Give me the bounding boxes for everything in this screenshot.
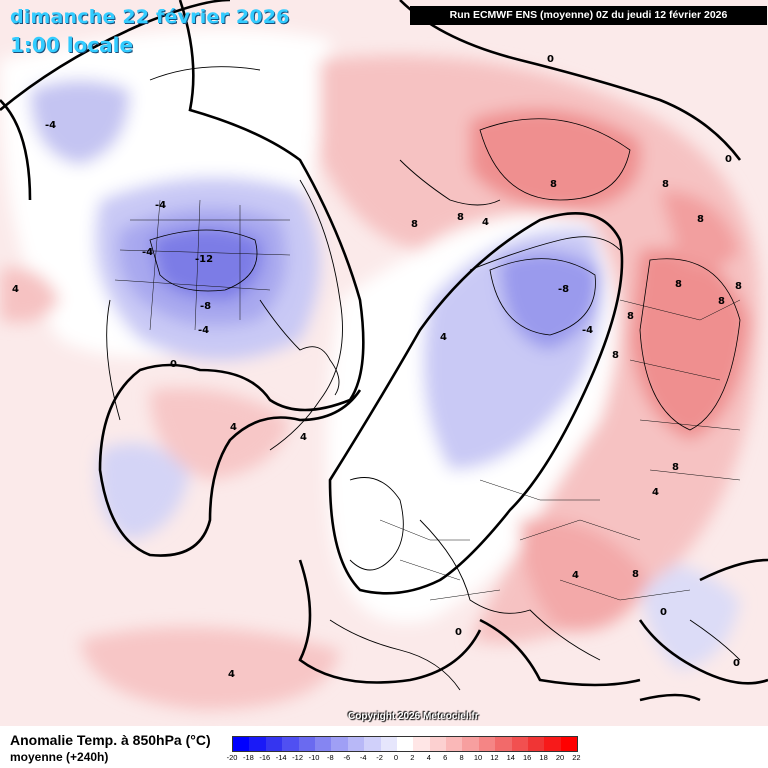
color-scale-tick: 10 xyxy=(473,753,483,762)
color-scale-tick: 8 xyxy=(459,753,464,762)
color-scale-tick: -18 xyxy=(242,753,254,762)
color-scale-cell xyxy=(478,737,496,751)
color-scale-cell xyxy=(380,737,397,751)
color-scale-tick: 12 xyxy=(490,753,499,762)
contour-label: 0 xyxy=(170,359,177,370)
color-scale-tick: -6 xyxy=(343,753,351,762)
color-scale-tick: -12 xyxy=(292,753,304,762)
contour-label: 8 xyxy=(457,212,464,223)
contour-label: -8 xyxy=(200,301,211,312)
coastlines xyxy=(106,66,741,691)
color-scale-tick: 14 xyxy=(506,753,515,762)
color-scale-cell xyxy=(282,737,299,751)
contour-value-labels: -4 -4 -12 -8 -4 -4 0 4 4 4 -8 -4 0 8 8 8… xyxy=(12,54,742,680)
color-scale-bar xyxy=(232,736,579,752)
copyright-notice: Copyright 2026 Meteociel.fr xyxy=(348,711,479,722)
color-scale-tick: 6 xyxy=(443,753,448,762)
color-scale-cell xyxy=(462,737,479,751)
color-scale-cell xyxy=(331,737,348,751)
color-scale-tick: 4 xyxy=(426,753,431,762)
contour-label: 8 xyxy=(550,179,557,190)
color-scale-cell xyxy=(249,737,266,751)
legend-title: Anomalie Temp. à 850hPa (°C) xyxy=(10,732,211,748)
color-scale-tick: -20 xyxy=(226,753,238,762)
contour-label: 8 xyxy=(627,311,634,322)
color-scale-tick: 16 xyxy=(523,753,532,762)
color-scale-cell xyxy=(511,737,529,751)
contour-label: 4 xyxy=(300,432,307,443)
contour-label: 4 xyxy=(572,570,579,581)
zero-contours xyxy=(0,0,768,702)
anomaly-shading xyxy=(0,28,760,710)
color-scale-cell xyxy=(364,737,381,751)
color-scale-cell xyxy=(495,737,512,751)
borders xyxy=(114,199,741,601)
run-info-banner: Run ECMWF ENS (moyenne) 0Z du jeudi 12 f… xyxy=(410,6,767,25)
color-scale-tick: -4 xyxy=(359,753,367,762)
contour-label: -4 xyxy=(198,325,209,336)
contour-label: -4 xyxy=(582,325,593,336)
color-scale-cell xyxy=(413,737,430,751)
thin-contours xyxy=(149,118,741,431)
contour-label: 8 xyxy=(662,179,669,190)
color-scale-tick: 18 xyxy=(539,753,548,762)
color-scale-tick: 20 xyxy=(555,753,565,762)
contour-label: 0 xyxy=(547,54,554,65)
contour-label: 4 xyxy=(482,217,489,228)
color-scale-tick: -16 xyxy=(259,753,271,762)
color-scale-cell xyxy=(446,737,463,751)
color-scale-tick: -8 xyxy=(327,753,334,762)
contour-label: 8 xyxy=(735,281,742,292)
contour-label: 4 xyxy=(12,284,19,295)
contour-label: 8 xyxy=(612,350,619,361)
contour-label: 0 xyxy=(733,658,740,669)
color-scale-tick: 2 xyxy=(410,753,415,762)
contour-label: 8 xyxy=(672,462,679,473)
legend-footer: Anomalie Temp. à 850hPa (°C) moyenne (+2… xyxy=(0,726,768,768)
contour-label: 4 xyxy=(228,669,235,680)
color-scale-tick: -10 xyxy=(308,753,320,762)
contour-label: 4 xyxy=(230,422,237,433)
color-scale-tick: -2 xyxy=(376,753,383,762)
contour-label: 8 xyxy=(718,296,725,307)
color-scale-cell xyxy=(429,737,447,751)
anomaly-map: -4 -4 -12 -8 -4 -4 0 4 4 4 -8 -4 0 8 8 8… xyxy=(0,0,768,726)
color-scale-cell xyxy=(560,737,578,751)
forecast-time: 1:00 locale xyxy=(10,33,134,57)
contour-label: -4 xyxy=(142,247,153,258)
contour-label: -4 xyxy=(155,200,166,211)
color-scale-tick: 0 xyxy=(393,753,399,762)
color-scale-cell xyxy=(396,737,414,751)
contour-label: 8 xyxy=(697,214,704,225)
color-scale-cell xyxy=(233,737,250,751)
color-scale-tick: -14 xyxy=(275,753,287,762)
color-scale-cell xyxy=(347,737,365,751)
contour-label: -4 xyxy=(45,120,56,131)
color-scale-tick: 22 xyxy=(572,753,581,762)
color-scale-cell xyxy=(544,737,561,751)
contour-label: 0 xyxy=(660,607,667,618)
color-scale-cell xyxy=(314,737,332,751)
contour-label: -8 xyxy=(558,284,569,295)
color-scale-cell xyxy=(528,737,545,751)
contour-label: 0 xyxy=(455,627,462,638)
color-scale-cell xyxy=(265,737,283,751)
contour-label: 4 xyxy=(652,487,659,498)
contour-label: 0 xyxy=(725,154,732,165)
forecast-date: dimanche 22 février 2026 xyxy=(10,6,290,28)
contour-label: 8 xyxy=(675,279,682,290)
contour-label: 4 xyxy=(440,332,447,343)
contour-label: 8 xyxy=(632,569,639,580)
color-scale-ticks: -20 -18 -16 -14 -12 -10 -8 -6 -4 -2 0 2 4 6 8 10 12 14 16 1… xyxy=(227,753,581,765)
contour-label: 8 xyxy=(411,219,418,230)
color-scale-cell xyxy=(298,737,315,751)
legend-subtitle: moyenne (+240h) xyxy=(10,750,109,764)
contour-label: -12 xyxy=(195,254,213,265)
